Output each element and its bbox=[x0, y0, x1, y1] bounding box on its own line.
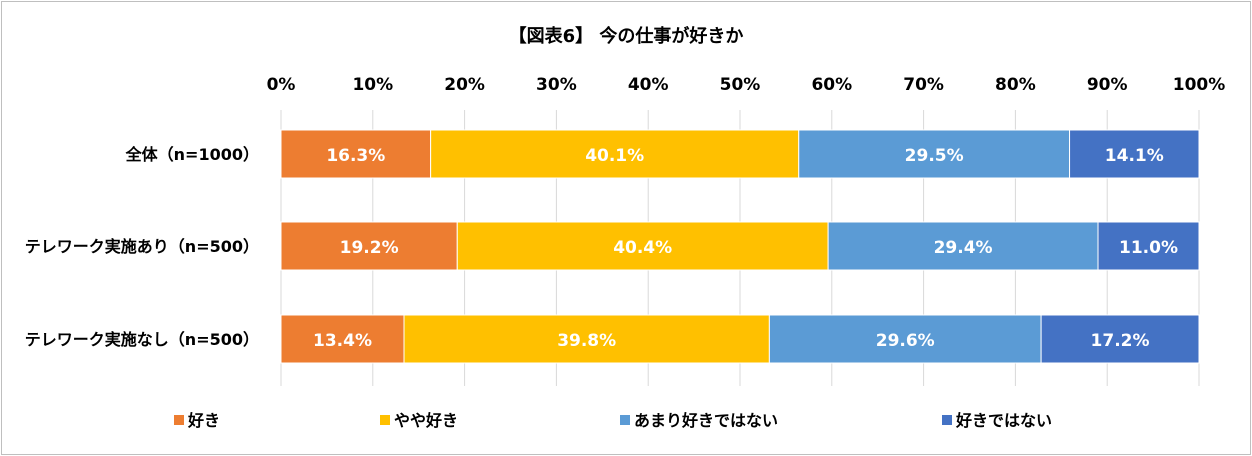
x-tick-label: 0% bbox=[267, 75, 296, 95]
data-label: 40.1% bbox=[585, 146, 644, 166]
legend-label: 好きではない bbox=[955, 411, 1052, 430]
legend-label: やや好き bbox=[394, 411, 458, 430]
x-tick-label: 100% bbox=[1173, 75, 1226, 95]
category-label: 全体（n=1000） bbox=[125, 145, 259, 164]
data-label: 40.4% bbox=[613, 238, 672, 258]
bar-segment bbox=[430, 129, 800, 179]
data-labels: 16.3% 40.1% 29.5% 14.1% 19.2% 40.4% 29.4% 11.0%… bbox=[313, 146, 1178, 351]
legend-label: 好き bbox=[187, 411, 220, 430]
bar-segment bbox=[456, 221, 829, 271]
category-labels: 全体（n=1000） テレワーク実施あり（n=500） テレワーク実施なし（n=50… bbox=[25, 145, 259, 349]
x-tick-label: 70% bbox=[903, 75, 944, 95]
bar-segment bbox=[1069, 129, 1200, 179]
x-axis-tick-labels: 0% 10% 20% 30% 40% 50% 60% 70% 80% 90% 100% bbox=[267, 75, 1226, 95]
data-label: 16.3% bbox=[326, 146, 385, 166]
data-label: 17.2% bbox=[1091, 331, 1150, 351]
bar-segment bbox=[403, 314, 770, 364]
data-label: 13.4% bbox=[313, 331, 372, 351]
chart-title: 【図表6】 今の仕事が好きか bbox=[509, 25, 744, 47]
x-tick-label: 20% bbox=[444, 75, 485, 95]
x-tick-label: 30% bbox=[536, 75, 577, 95]
x-tick-label: 10% bbox=[352, 75, 393, 95]
bar-segment bbox=[827, 221, 1099, 271]
category-label: テレワーク実施あり（n=500） bbox=[25, 237, 259, 256]
bar-segment bbox=[1040, 314, 1200, 364]
legend: 好き やや好き あまり好きではない 好きではない bbox=[174, 411, 1052, 430]
legend-label: あまり好きではない bbox=[634, 411, 778, 430]
data-label: 11.0% bbox=[1119, 238, 1178, 258]
data-label: 29.4% bbox=[934, 238, 993, 258]
x-tick-label: 40% bbox=[628, 75, 669, 95]
x-tick-label: 50% bbox=[720, 75, 761, 95]
bar-segment bbox=[280, 221, 458, 271]
legend-swatch bbox=[942, 415, 952, 425]
data-label: 14.1% bbox=[1105, 146, 1164, 166]
legend-swatch bbox=[380, 415, 390, 425]
data-label: 39.8% bbox=[557, 331, 616, 351]
bar-segment bbox=[280, 129, 432, 179]
bar-segment bbox=[798, 129, 1071, 179]
bar-segment bbox=[768, 314, 1042, 364]
x-tick-label: 60% bbox=[811, 75, 852, 95]
bar-segment bbox=[1097, 221, 1200, 271]
data-label: 29.6% bbox=[876, 331, 935, 351]
data-label: 29.5% bbox=[905, 146, 964, 166]
x-tick-label: 90% bbox=[1087, 75, 1128, 95]
category-label: テレワーク実施なし（n=500） bbox=[25, 330, 259, 349]
data-label: 19.2% bbox=[340, 238, 399, 258]
x-tick-label: 80% bbox=[995, 75, 1036, 95]
bar-segment bbox=[280, 314, 405, 364]
legend-swatch bbox=[174, 415, 184, 425]
bar-segments bbox=[280, 129, 1200, 364]
legend-swatch bbox=[620, 415, 630, 425]
